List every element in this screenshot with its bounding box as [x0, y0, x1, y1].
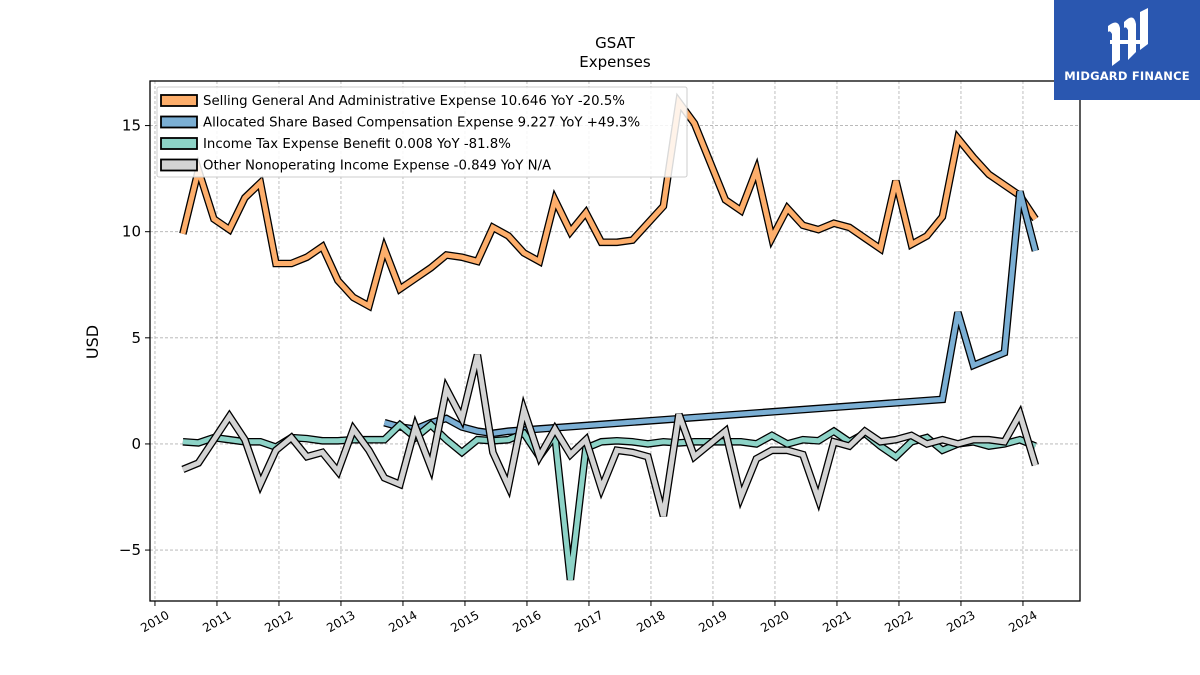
legend-label: Allocated Share Based Compensation Expen…	[203, 116, 640, 131]
legend-box	[156, 86, 688, 178]
brand-badge: MIDGARD FINANCE	[1054, 0, 1200, 100]
series-1	[383, 190, 1040, 438]
x-tick-label: 2016	[510, 608, 543, 635]
x-tick-label: 2024	[1006, 608, 1039, 635]
legend-swatch	[160, 115, 198, 129]
legend-swatch	[160, 94, 198, 107]
series-2	[182, 419, 1037, 581]
legend-label: Other Nonoperating Income Expense -0.849…	[203, 159, 551, 174]
chart-title: GSAT	[595, 34, 636, 52]
chart-subtitle: Expenses	[579, 53, 651, 71]
legend-swatch	[160, 137, 198, 150]
y-tick-label: −5	[119, 541, 141, 559]
x-tick-label: 2017	[572, 608, 605, 635]
legend-entry: Income Tax Expense Benefit 0.008 YoY -81…	[160, 137, 511, 152]
legend: Selling General And Administrative Expen…	[156, 86, 688, 178]
series-lines	[179, 92, 1040, 581]
x-tick-label: 2013	[324, 608, 357, 635]
series-0	[179, 92, 1039, 312]
y-tick-label: 5	[131, 329, 141, 347]
legend-entry: Other Nonoperating Income Expense -0.849…	[160, 158, 551, 174]
plot-area	[149, 80, 1081, 602]
x-tick-label: 2015	[448, 608, 481, 635]
x-tick-label: 2019	[696, 608, 729, 635]
x-tick-label: 2014	[386, 608, 419, 635]
y-axis-label: USD	[83, 325, 102, 359]
x-tick-label: 2021	[820, 608, 853, 635]
legend-label: Selling General And Administrative Expen…	[203, 94, 625, 109]
legend-entry: Selling General And Administrative Expen…	[160, 94, 625, 109]
midgard-logo-icon	[1108, 8, 1148, 66]
series-3	[181, 353, 1040, 518]
y-axis-ticks: −5 0 5 10 15	[119, 117, 150, 559]
y-tick-label: 10	[122, 223, 141, 241]
series-line	[180, 95, 1038, 310]
x-tick-label: 2022	[882, 608, 915, 635]
x-tick-label: 2023	[944, 608, 977, 635]
x-tick-label: 2020	[758, 608, 791, 635]
y-tick-label: 15	[122, 117, 141, 135]
x-tick-label: 2018	[634, 608, 667, 635]
brand-name: MIDGARD FINANCE	[1064, 69, 1190, 83]
legend-swatch	[160, 158, 198, 172]
legend-entry: Allocated Share Based Compensation Expen…	[160, 115, 640, 131]
series-line	[181, 354, 1038, 517]
y-tick-label: 0	[131, 435, 141, 453]
x-tick-label: 2012	[262, 608, 295, 635]
x-axis-ticks: 2010 2011 2012 2013 2014 2015 2016 2017 2018 2019…	[138, 601, 1040, 635]
x-tick-label: 2010	[138, 608, 171, 635]
series-line	[383, 190, 1038, 436]
x-tick-label: 2011	[200, 608, 233, 635]
series-line	[182, 421, 1037, 581]
legend-label: Income Tax Expense Benefit 0.008 YoY -81…	[203, 137, 511, 152]
